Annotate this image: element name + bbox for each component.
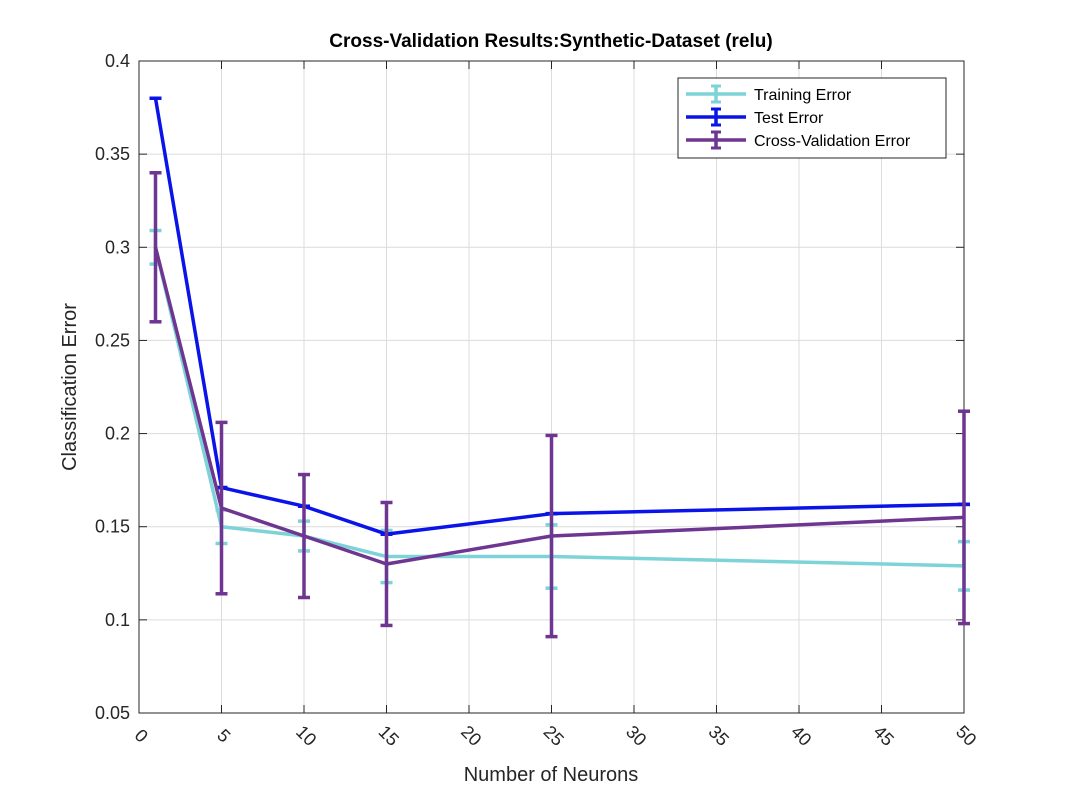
legend-entry: Training Error [686, 84, 852, 104]
series-line [153, 97, 965, 536]
data-series [149, 96, 970, 639]
y-tick-label: 0.15 [95, 517, 130, 537]
y-tick-label: 0.4 [105, 51, 130, 71]
legend-label: Training Error [754, 87, 852, 104]
legend-entry: Cross-Validation Error [686, 130, 911, 150]
y-tick-label: 0.25 [95, 330, 130, 350]
legend: Training Error Test Error Cross-Validation… [677, 77, 947, 159]
legend-entry: Test Error [686, 107, 824, 127]
y-tick-label: 0.35 [95, 144, 130, 164]
legend-label: Test Error [754, 110, 824, 127]
chart-title: Cross-Validation Results:Synthetic-Datas… [329, 31, 772, 52]
y-tick-label: 0.2 [105, 424, 130, 444]
legend-label: Cross-Validation Error [754, 133, 911, 150]
series-line [153, 246, 965, 568]
y-tick-label: 0.1 [105, 610, 130, 630]
series-group [149, 171, 970, 639]
y-tick-label: 0.3 [105, 237, 130, 257]
series-group [149, 96, 970, 536]
x-axis-label: Number of Neurons [464, 764, 639, 786]
y-tick-label: 0.05 [95, 703, 130, 723]
y-axis-label: Classification Error [59, 303, 81, 471]
series-line [153, 246, 965, 566]
